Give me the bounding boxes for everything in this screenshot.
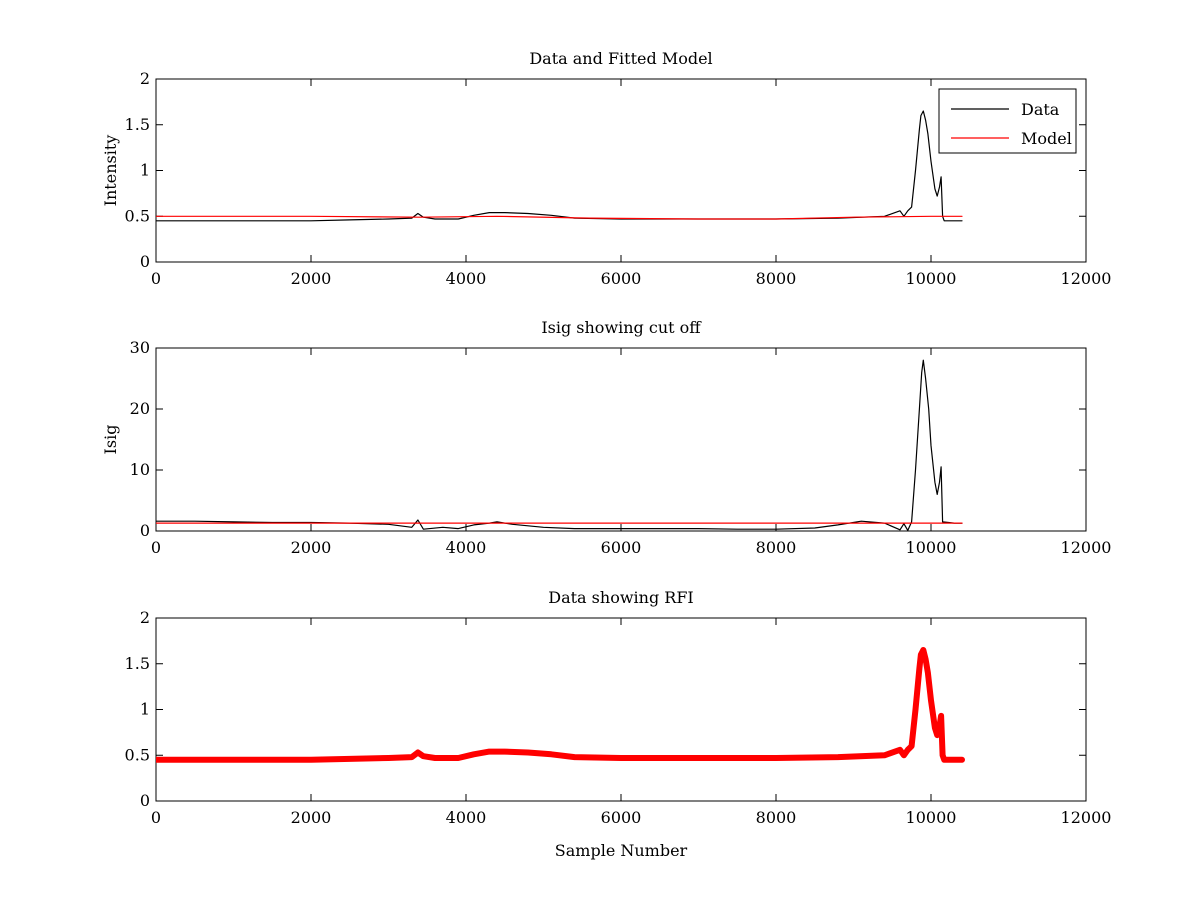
y-tick-label: 10 [130, 460, 150, 479]
x-tick-label: 2000 [291, 808, 332, 827]
axes-frame [155, 347, 1087, 532]
y-tick-label: 1.5 [125, 654, 150, 673]
series-line-1 [156, 359, 963, 531]
series-line-data [156, 110, 963, 222]
series-group [156, 110, 963, 222]
legend-label: Data [1021, 100, 1060, 119]
series-line-model [156, 215, 963, 220]
y-tick-label: 1 [140, 700, 150, 719]
y-tick-label: 1 [140, 161, 150, 180]
y-axis-label: Intensity [101, 135, 120, 207]
plot-title: Data showing RFI [548, 588, 693, 607]
series-line-1 [156, 647, 965, 763]
y-tick-label: 20 [130, 399, 150, 418]
plot-title: Data and Fitted Model [529, 49, 712, 68]
plot-title: Isig showing cut off [541, 318, 702, 337]
x-tick-label: 0 [151, 269, 161, 288]
x-tick-label: 2000 [291, 269, 332, 288]
y-tick-label: 0 [140, 791, 150, 810]
x-tick-label: 10000 [906, 269, 957, 288]
y-tick-label: 0 [140, 252, 150, 271]
x-tick-label: 4000 [446, 808, 487, 827]
legend-box [938, 88, 1077, 154]
x-tick-label: 6000 [601, 808, 642, 827]
x-tick-label: 10000 [906, 808, 957, 827]
x-tick-label: 10000 [906, 538, 957, 557]
y-axis-label: Isig [101, 425, 120, 455]
y-tick-label: 0.5 [125, 745, 150, 764]
y-tick-label: 0 [140, 521, 150, 540]
x-tick-label: 8000 [756, 538, 797, 557]
x-tick-label: 8000 [756, 808, 797, 827]
x-tick-label: 4000 [446, 269, 487, 288]
subplot-1: 0 2000 4000 6000 8000 10000 12000 0 0.5 1 1.5 2 Data… [101, 49, 1111, 288]
x-tick-label: 6000 [601, 269, 642, 288]
subplot-3: 0 2000 4000 6000 8000 10000 12000 0 0.5 1 1.5 2 Data… [125, 588, 1112, 860]
x-tick-label: 0 [151, 808, 161, 827]
y-tick-label: 1.5 [125, 115, 150, 134]
x-tick-label: 6000 [601, 538, 642, 557]
x-axis-label: Sample Number [555, 841, 688, 860]
x-tick-label: 0 [151, 538, 161, 557]
y-tick-label: 2 [140, 608, 150, 627]
y-tick-label: 30 [130, 338, 150, 357]
series-group [156, 647, 965, 763]
x-tick-label: 2000 [291, 538, 332, 557]
x-tick-label: 8000 [756, 269, 797, 288]
y-tick-label: 2 [140, 69, 150, 88]
axes-frame [155, 617, 1087, 802]
x-tick-label: 12000 [1061, 538, 1112, 557]
x-tick-label: 12000 [1061, 269, 1112, 288]
subplot-2: 0 2000 4000 6000 8000 10000 12000 0 10 20 30 Isig s… [101, 318, 1111, 557]
series-group [156, 359, 963, 531]
legend-label: Model [1021, 129, 1072, 148]
y-tick-label: 0.5 [125, 206, 150, 225]
legend: Data Model [938, 88, 1077, 154]
x-tick-label: 12000 [1061, 808, 1112, 827]
x-tick-label: 4000 [446, 538, 487, 557]
